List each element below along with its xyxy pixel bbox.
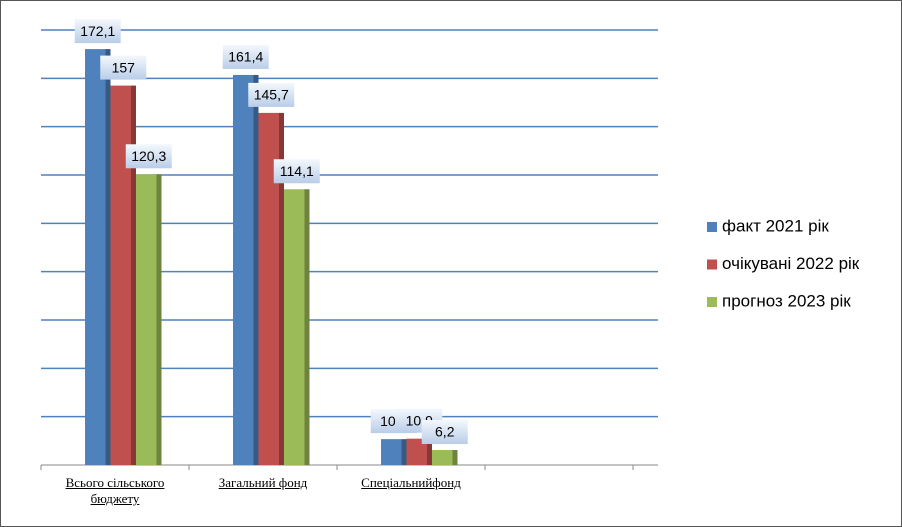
x-tick-label: Загальний фонд xyxy=(218,475,308,490)
bar xyxy=(432,450,458,465)
data-label: 157 xyxy=(112,59,136,75)
data-label-box xyxy=(125,144,172,169)
data-label: 120,3 xyxy=(131,148,166,164)
data-label-box xyxy=(248,82,295,107)
bar xyxy=(284,189,310,465)
bar xyxy=(406,438,432,465)
data-label-box xyxy=(273,159,320,184)
legend-swatch xyxy=(707,259,717,270)
data-label-box xyxy=(74,19,121,44)
bar xyxy=(381,439,407,465)
x-tick-label: Всього сільського бюджету xyxy=(65,475,165,506)
x-tick-label: Спеціальнийфонд xyxy=(361,475,461,490)
bar xyxy=(136,174,162,465)
bar xyxy=(258,112,284,466)
bar xyxy=(85,49,111,465)
legend-swatch xyxy=(707,222,717,232)
data-label: 161,4 xyxy=(228,49,263,65)
bar xyxy=(233,74,259,465)
data-label: 6,2 xyxy=(435,424,455,440)
data-label-box xyxy=(100,55,147,80)
legend-swatch xyxy=(707,297,717,307)
data-label: 145,7 xyxy=(254,87,289,103)
legend-label: очікувані 2022 рік xyxy=(722,254,860,273)
bar xyxy=(110,85,136,465)
data-label-box xyxy=(421,420,468,445)
data-label-box xyxy=(222,44,269,69)
data-label: 172,1 xyxy=(80,23,115,39)
data-label: 114,1 xyxy=(280,163,314,179)
legend-label: факт 2021 рік xyxy=(722,216,829,235)
legend-label: прогноз 2023 рік xyxy=(722,291,851,310)
